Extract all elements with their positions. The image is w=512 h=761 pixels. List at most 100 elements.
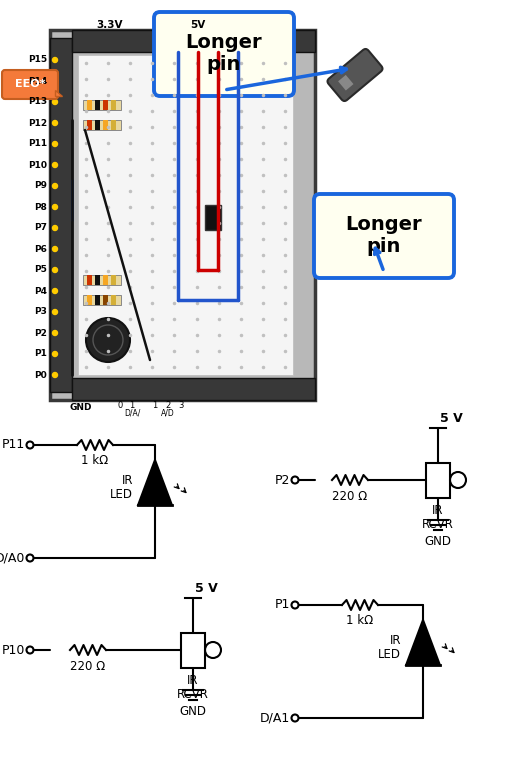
Circle shape — [53, 205, 57, 209]
Bar — [111, 100, 116, 110]
Text: P5: P5 — [34, 266, 47, 275]
Text: 5V: 5V — [190, 20, 206, 30]
Text: 2: 2 — [165, 400, 170, 409]
Bar — [95, 120, 100, 130]
Bar — [87, 120, 92, 130]
FancyBboxPatch shape — [314, 194, 454, 278]
Bar — [95, 100, 100, 110]
Text: 1 kΩ: 1 kΩ — [347, 614, 374, 628]
Circle shape — [53, 225, 57, 231]
Text: 220 Ω: 220 Ω — [332, 489, 368, 502]
Text: P2: P2 — [34, 329, 47, 337]
Text: P8: P8 — [34, 202, 47, 212]
Bar — [111, 275, 116, 285]
Bar — [83, 275, 121, 285]
Circle shape — [53, 247, 57, 251]
FancyBboxPatch shape — [154, 12, 294, 96]
Text: 1 kΩ: 1 kΩ — [81, 454, 109, 467]
FancyBboxPatch shape — [2, 70, 58, 99]
Text: P11: P11 — [28, 139, 47, 148]
Text: Longer
pin: Longer pin — [346, 215, 422, 256]
Text: IR
RCVR: IR RCVR — [422, 504, 454, 531]
Bar — [357, 243, 369, 256]
Bar — [83, 295, 121, 305]
Bar — [103, 275, 108, 285]
Text: GND: GND — [180, 705, 206, 718]
Bar — [95, 275, 100, 285]
Circle shape — [53, 78, 57, 84]
Bar — [87, 275, 92, 285]
Bar — [87, 295, 92, 305]
Text: GND: GND — [70, 403, 93, 412]
Bar — [338, 75, 353, 91]
Text: P6: P6 — [34, 244, 47, 253]
Bar — [181, 632, 205, 667]
Circle shape — [53, 58, 57, 62]
Bar — [95, 295, 100, 305]
Text: P1: P1 — [274, 598, 290, 612]
Text: P14: P14 — [28, 77, 47, 85]
Text: P12: P12 — [28, 119, 47, 128]
Polygon shape — [138, 460, 172, 505]
Bar — [83, 100, 121, 110]
Text: 1: 1 — [130, 400, 135, 409]
Circle shape — [53, 142, 57, 147]
Bar — [103, 120, 108, 130]
Bar — [78, 55, 293, 375]
Text: 5 V: 5 V — [440, 412, 463, 425]
Bar — [72, 378, 315, 400]
Text: P11: P11 — [2, 438, 25, 451]
Text: IR
LED: IR LED — [110, 473, 133, 501]
FancyBboxPatch shape — [50, 30, 315, 400]
Text: A/D: A/D — [161, 409, 175, 418]
Circle shape — [53, 352, 57, 356]
Circle shape — [53, 288, 57, 294]
Text: D/A1: D/A1 — [260, 712, 290, 724]
Text: P9: P9 — [34, 182, 47, 190]
Circle shape — [53, 330, 57, 336]
Text: P2: P2 — [274, 473, 290, 486]
Text: P13: P13 — [28, 97, 47, 107]
FancyBboxPatch shape — [348, 234, 402, 266]
FancyBboxPatch shape — [328, 49, 382, 101]
Text: P3: P3 — [34, 307, 47, 317]
Text: 5 V: 5 V — [195, 582, 218, 595]
Text: 220 Ω: 220 Ω — [70, 660, 105, 673]
Bar — [72, 30, 315, 52]
Text: EEO*: EEO* — [15, 79, 45, 89]
Circle shape — [53, 100, 57, 104]
Bar — [111, 295, 116, 305]
Text: Longer
pin: Longer pin — [186, 33, 262, 75]
Text: GND: GND — [424, 535, 452, 548]
Text: P10: P10 — [28, 161, 47, 170]
Circle shape — [53, 310, 57, 314]
Text: IR
RCVR: IR RCVR — [177, 673, 209, 702]
Circle shape — [53, 268, 57, 272]
Bar — [50, 38, 72, 392]
Bar — [83, 120, 121, 130]
Polygon shape — [406, 620, 440, 665]
Text: 1: 1 — [153, 400, 158, 409]
Circle shape — [53, 372, 57, 377]
Text: D/A0: D/A0 — [0, 552, 25, 565]
Text: D/A/: D/A/ — [124, 409, 140, 418]
Text: P0: P0 — [34, 371, 47, 380]
Text: IR
LED: IR LED — [378, 633, 401, 661]
Text: 3.3V: 3.3V — [97, 20, 123, 30]
Bar — [103, 100, 108, 110]
Text: P1: P1 — [34, 349, 47, 358]
Bar — [426, 463, 450, 498]
Text: P4: P4 — [34, 286, 47, 295]
Circle shape — [53, 163, 57, 167]
Bar — [205, 205, 221, 230]
Polygon shape — [55, 90, 62, 96]
Text: P15: P15 — [28, 56, 47, 65]
Bar — [87, 100, 92, 110]
Circle shape — [86, 318, 130, 362]
Text: 3: 3 — [178, 400, 184, 409]
Text: P10: P10 — [2, 644, 25, 657]
Text: 0: 0 — [117, 400, 123, 409]
Bar — [111, 120, 116, 130]
Circle shape — [53, 120, 57, 126]
Text: P7: P7 — [34, 224, 47, 233]
